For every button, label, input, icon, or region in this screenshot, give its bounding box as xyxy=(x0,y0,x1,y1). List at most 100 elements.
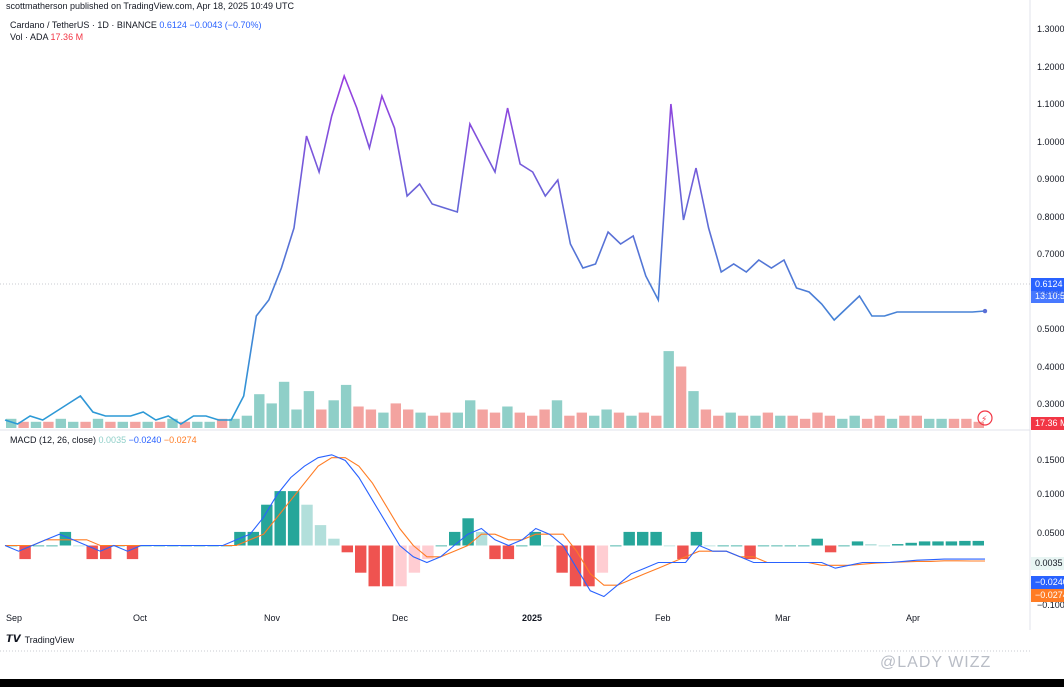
volume-bar xyxy=(924,418,935,428)
macd-hist-bar xyxy=(462,518,474,546)
macd-hist-bar xyxy=(932,541,944,546)
volume-bar xyxy=(837,418,848,428)
volume-bar xyxy=(576,412,587,428)
volume-bar xyxy=(812,412,823,428)
tradingview-text: TradingView xyxy=(24,634,75,645)
volume-bar xyxy=(328,400,339,428)
macd-hist-bar xyxy=(945,541,958,546)
macd-hist-bar xyxy=(381,545,394,587)
volume-bar xyxy=(291,409,302,428)
time-axis-label: Oct xyxy=(133,613,148,623)
volume-bar xyxy=(589,415,600,428)
volume-bar xyxy=(142,421,153,428)
macd-hist-bar xyxy=(865,544,877,546)
volume-bar xyxy=(465,400,476,428)
volume-bar xyxy=(626,415,637,428)
macd-line-value: −0.0240 xyxy=(128,435,162,445)
macd-hist-bar xyxy=(368,545,380,587)
macd-hist-bar xyxy=(892,544,904,546)
volume-label[interactable]: Vol · ADA xyxy=(10,32,49,42)
price-line xyxy=(4,73,986,425)
price-axis-label: 0.7000 xyxy=(1037,249,1064,259)
macd-tag: −0.0240 xyxy=(1031,576,1064,589)
volume-bars xyxy=(6,351,984,428)
volume-bar xyxy=(390,403,401,428)
macd-hist-bar xyxy=(650,531,662,546)
macd-hist-bar xyxy=(972,540,984,546)
macd-hist-bar xyxy=(475,531,488,546)
macd-hist-bar xyxy=(287,491,300,546)
volume-bar xyxy=(775,415,786,428)
volume-bar xyxy=(713,415,724,428)
time-axis-label: Sep xyxy=(6,613,23,623)
volume-bar xyxy=(948,418,960,428)
macd-hist-bar xyxy=(422,545,434,560)
macd-hist-bar xyxy=(529,531,541,546)
volume-bar xyxy=(80,421,91,428)
macd-hist-bar xyxy=(824,545,837,553)
macd-signal-value: −0.0274 xyxy=(163,435,197,445)
volume-bar xyxy=(266,403,277,428)
macd-hist-bar xyxy=(878,545,890,547)
bottom-bar xyxy=(0,679,1064,687)
time-axis-label: Dec xyxy=(392,613,409,623)
macd-axis-label: 0.0500 xyxy=(1037,528,1064,538)
macd-hist-bar xyxy=(610,545,622,547)
macd-hist-bar xyxy=(583,545,595,587)
alert-icon[interactable] xyxy=(977,410,993,426)
volume-bar xyxy=(204,421,215,428)
volume-bar xyxy=(663,351,674,428)
volume-bar xyxy=(899,415,910,428)
volume-bar xyxy=(43,421,54,428)
volume-bar xyxy=(936,418,947,428)
volume-bar xyxy=(427,415,439,428)
macd-legend: MACD (12, 26, close) 0.0035 −0.0240 −0.0… xyxy=(10,435,197,445)
macd-hist-bar xyxy=(905,542,917,546)
macd-hist-bar xyxy=(328,538,340,546)
volume-bar xyxy=(167,418,178,428)
publish-line: scottmatherson published on TradingView.… xyxy=(6,1,295,11)
volume-bar xyxy=(378,412,389,428)
macd-hist-bar xyxy=(623,531,635,546)
price-axis-label: 1.0000 xyxy=(1037,136,1064,147)
volume-bar xyxy=(737,415,749,428)
watermark: @LADY WIZZ xyxy=(880,654,992,671)
macd-hist-bar xyxy=(838,545,850,547)
volume-bar xyxy=(762,412,774,428)
volume-bar xyxy=(638,412,650,428)
macd-hist-bar xyxy=(100,545,112,560)
macd-hist-bar xyxy=(596,545,609,573)
price-axis-label: 0.9000 xyxy=(1037,174,1064,184)
macd-hist-bar xyxy=(704,545,716,547)
macd-axis-label: 0.1000 xyxy=(1037,489,1064,499)
volume-bar xyxy=(725,412,736,428)
volume-bar xyxy=(68,421,79,428)
volume-bar xyxy=(564,415,575,428)
volume-bar xyxy=(353,406,364,428)
volume-bar xyxy=(874,415,885,428)
macd-histogram xyxy=(6,491,984,587)
macd-hist-bar xyxy=(516,545,528,547)
symbol-name[interactable]: Cardano / TetherUS · 1D · BINANCE xyxy=(10,20,157,30)
macd-hist-bar xyxy=(435,545,447,547)
macd-label[interactable]: MACD (12, 26, close) xyxy=(10,435,97,445)
macd-hist-bar xyxy=(717,545,729,547)
macd-signal-line xyxy=(5,457,985,586)
macd-hist-bar xyxy=(32,545,45,547)
volume-bar xyxy=(303,391,315,428)
volume-bar xyxy=(961,418,972,428)
volume-bar xyxy=(18,421,29,428)
tradingview-mark-icon: 𝙏𝙑 xyxy=(6,634,21,645)
volume-bar xyxy=(179,421,191,428)
macd-hist-bar xyxy=(744,545,756,560)
volume-bar xyxy=(452,412,463,428)
price-axis-label: 1.1000 xyxy=(1037,99,1064,109)
volume-bar xyxy=(601,409,612,428)
volume-bar xyxy=(750,415,761,428)
volume-bar xyxy=(55,418,66,428)
volume-bar xyxy=(192,421,203,428)
volume-bar xyxy=(477,409,488,428)
macd-hist-bar xyxy=(395,545,407,587)
tradingview-logo[interactable]: 𝙏𝙑 TradingView xyxy=(6,634,74,645)
